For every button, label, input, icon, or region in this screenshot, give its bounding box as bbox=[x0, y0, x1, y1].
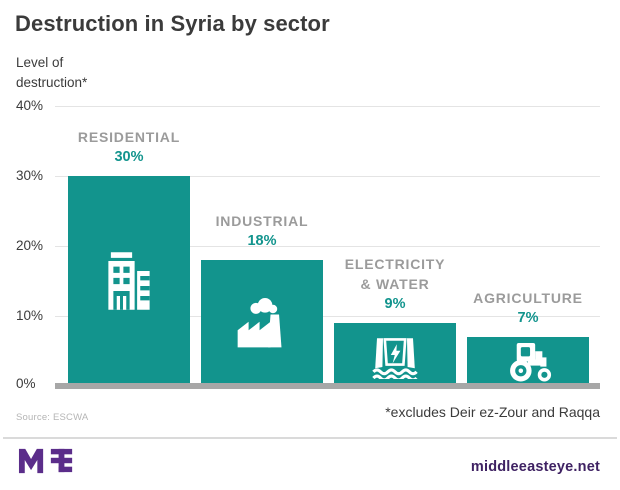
category-label: INDUSTRIAL bbox=[215, 213, 309, 229]
bar-label-industrial: INDUSTRIAL 18% bbox=[177, 211, 347, 252]
value-label: 30% bbox=[114, 149, 144, 165]
site-url-text: middleeasteye.net bbox=[470, 459, 600, 475]
y-tick-10: 10% bbox=[16, 308, 44, 323]
gridline-10 bbox=[55, 316, 600, 317]
y-tick-20: 20% bbox=[16, 238, 44, 253]
y-tick-0: 0% bbox=[16, 376, 36, 391]
category-label: RESIDENTIAL bbox=[77, 129, 181, 145]
x-axis-baseline bbox=[55, 383, 600, 389]
tractor-icon bbox=[510, 343, 552, 382]
y-tick-40: 40% bbox=[16, 98, 44, 113]
value-label: 18% bbox=[247, 233, 277, 249]
footer-divider bbox=[3, 437, 617, 439]
bar-residential bbox=[68, 176, 190, 386]
gridline-20 bbox=[55, 246, 600, 247]
bar-electricity-water bbox=[334, 323, 456, 386]
category-label: ELECTRICITY bbox=[344, 256, 446, 272]
bar-label-residential: RESIDENTIAL 30% bbox=[44, 127, 214, 168]
y-tick-30: 30% bbox=[16, 168, 44, 183]
hydro-dam-icon bbox=[372, 337, 418, 379]
category-label-line2: & WATER bbox=[360, 276, 430, 292]
y-axis-label-line2: destruction* bbox=[16, 74, 88, 90]
source-text: Source: ESCWA bbox=[16, 412, 89, 423]
footnote-text: *excludes Deir ez-Zour and Raqqa bbox=[385, 404, 600, 420]
bar-label-electricity-water: ELECTRICITY & WATER 9% bbox=[310, 254, 480, 315]
bar-agriculture bbox=[467, 337, 589, 386]
y-axis-label-line1: Level of bbox=[16, 55, 64, 70]
gridline-40 bbox=[55, 106, 600, 107]
bar-industrial bbox=[201, 260, 323, 386]
y-axis-label: Level of destruction* bbox=[16, 53, 87, 92]
value-label: 9% bbox=[384, 296, 406, 312]
category-label: AGRICULTURE bbox=[473, 290, 583, 306]
factory-icon bbox=[237, 298, 282, 348]
page-title: Destruction in Syria by sector bbox=[15, 11, 330, 36]
bar-chart: 40% 30% 20% 10% 0% RESIDENTIAL 30% INDUS… bbox=[16, 98, 613, 391]
mee-logo-icon bbox=[16, 446, 78, 480]
gridline-30 bbox=[55, 176, 600, 177]
building-icon bbox=[108, 252, 150, 310]
value-label: 7% bbox=[517, 310, 539, 326]
bar-label-agriculture: AGRICULTURE 7% bbox=[443, 288, 613, 329]
